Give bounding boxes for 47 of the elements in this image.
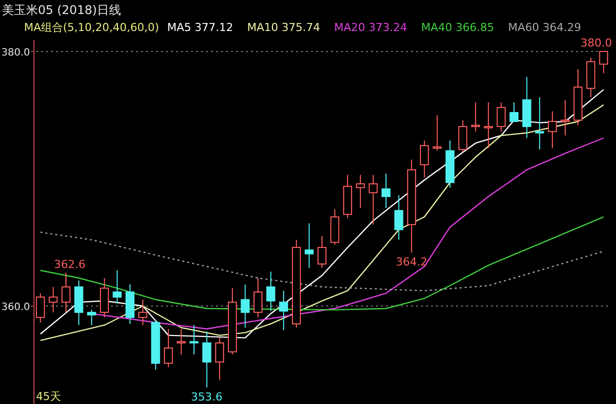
candlestick xyxy=(304,222,314,268)
candlestick xyxy=(176,328,186,355)
candlestick xyxy=(190,324,198,355)
candlestick xyxy=(74,280,84,326)
candlestick xyxy=(535,96,544,150)
annotation: 380.0 xyxy=(580,36,612,50)
candlestick xyxy=(266,271,276,312)
candlestick xyxy=(62,272,70,313)
candlestick xyxy=(420,140,429,178)
candlestick xyxy=(574,68,582,126)
candlestick xyxy=(254,278,262,318)
line-series xyxy=(40,232,604,292)
candlestick xyxy=(112,270,122,304)
line-series xyxy=(40,216,604,310)
annotation: 362.6 xyxy=(54,258,86,271)
candlestick xyxy=(48,286,58,313)
candlestick xyxy=(446,140,454,188)
y-tick-label: 360.0 xyxy=(1,302,30,313)
annotation: 45天 xyxy=(36,390,61,403)
candlestick xyxy=(215,337,224,380)
text: MA5 377.12 xyxy=(167,21,234,34)
chart-subtitle: MA组合(5,10,20,40,60,0) xyxy=(24,21,160,34)
text: MA40 366.85 xyxy=(421,21,494,34)
annotation: 364.2 xyxy=(396,256,428,269)
candlestick xyxy=(100,278,109,318)
candlestick xyxy=(240,284,250,328)
candlestick xyxy=(368,174,378,226)
text: MA20 373.24 xyxy=(334,21,408,34)
candlestick xyxy=(496,102,506,132)
chart-title: 美玉米05 (2018)日线 xyxy=(2,3,121,17)
candlestick xyxy=(138,299,148,326)
candlestick xyxy=(522,76,532,138)
candlestick xyxy=(407,159,416,254)
candlestick xyxy=(318,236,326,268)
candlestick xyxy=(548,110,557,149)
candlestick xyxy=(126,284,134,324)
candlestick xyxy=(382,173,390,208)
candlestick xyxy=(279,290,288,331)
candlestick xyxy=(471,102,480,132)
annotation: 353.6 xyxy=(191,390,223,404)
text: MA60 364.29 xyxy=(508,21,582,34)
candlestick xyxy=(484,102,493,149)
candlestick xyxy=(560,99,570,136)
text: MA10 375.74 xyxy=(247,21,320,34)
candlestick xyxy=(356,174,365,208)
candlestick xyxy=(394,194,404,240)
candlestick xyxy=(202,330,212,388)
